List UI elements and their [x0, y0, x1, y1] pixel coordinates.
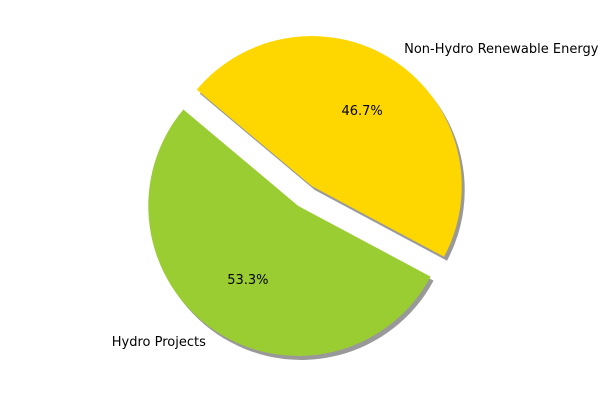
slices — [148, 36, 462, 356]
slice-category-label-hydro-projects: Hydro Projects — [112, 335, 206, 350]
slice-percent-label-non-hydro-renewable-energy: 46.7% — [341, 104, 382, 119]
slice-category-label-non-hydro-renewable-energy: Non-Hydro Renewable Energy — [404, 42, 599, 57]
pie-slice-hydro-projects — [148, 109, 431, 356]
pie-slice-non-hydro-renewable-energy — [196, 36, 462, 257]
slice-labels: 53.3% Hydro Projects 46.7% Non-Hydro Renewa… — [112, 42, 599, 350]
slice-percent-label-hydro-projects: 53.3% — [227, 273, 268, 288]
